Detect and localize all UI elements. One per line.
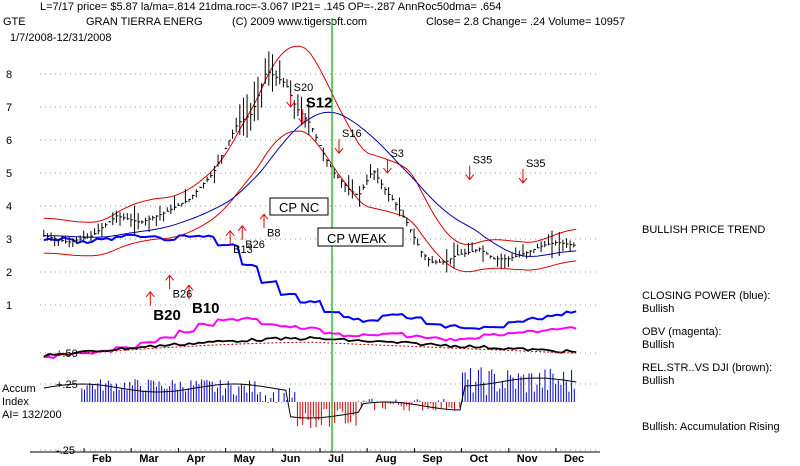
month-label-oct: Oct — [470, 453, 489, 465]
upper-band-line — [43, 45, 577, 245]
signal-label-b13: B13 — [233, 244, 253, 256]
right-panel-6: Bullish — [642, 375, 674, 387]
month-label-aug: Aug — [375, 453, 396, 465]
ticker-label: GTE — [3, 16, 26, 28]
signal-label-s35: S35 — [526, 158, 546, 170]
y-tick-label: 3 — [6, 234, 12, 246]
buy-arrowhead — [225, 229, 235, 237]
indicator-lines — [43, 45, 577, 419]
accum-ma-line — [43, 377, 577, 419]
signal-label-s3: S3 — [390, 148, 403, 160]
lower-band-line — [43, 130, 577, 273]
sell-arrowhead — [298, 118, 308, 125]
sell-arrowhead — [465, 174, 475, 181]
right-panel-0: BULLISH PRICE TREND — [642, 224, 765, 236]
right-panel-4: Bullish — [642, 339, 674, 351]
y-tick-label: 5 — [6, 168, 12, 180]
signal-label-b20: B20 — [153, 307, 181, 324]
month-label-jun: Jun — [281, 453, 301, 465]
right-panel-5: REL.STR..VS DJI (brown): — [642, 362, 772, 374]
cp-nc-annotation: CP NC — [279, 200, 319, 215]
quote-text: Close= 2.8 Change= .24 Volume= 10957 — [426, 16, 625, 28]
y-tick-label: 4 — [6, 201, 12, 213]
sell-arrowhead — [286, 101, 296, 108]
cp-weak-box — [317, 227, 404, 247]
relative-strength-line — [43, 336, 577, 358]
y-tick-label: 6 — [6, 135, 12, 147]
header-line1: L=7/17 price= $5.87 la/ma=.814 21dma.roc… — [40, 1, 501, 13]
signal-label-s35: S35 — [473, 155, 493, 167]
copyright-text: (C) 2009 www.tigersoft.com — [232, 16, 367, 28]
right-panel-3: OBV (magenta): — [642, 326, 721, 338]
company-name: GRAN TIERRA ENERG — [86, 16, 203, 28]
signal-label-s12: S12 — [306, 95, 333, 112]
relative-strength-ma — [43, 341, 577, 357]
price-bars — [43, 51, 576, 273]
closing-power-line — [43, 233, 577, 331]
right-panel-2: Bullish — [642, 303, 674, 315]
month-label-nov: Nov — [517, 453, 539, 465]
sell-arrowhead — [383, 167, 392, 174]
buy-arrowhead — [237, 224, 247, 232]
accum-label-1: Accum — [2, 383, 36, 395]
cp-nc-box — [269, 197, 329, 216]
right-panel-1: CLOSING POWER (blue): — [642, 290, 770, 302]
accum-tick-label: -.25 — [56, 445, 75, 457]
moving-average-line — [43, 111, 577, 257]
buy-arrowhead — [184, 284, 194, 291]
month-label-sep: Sep — [422, 453, 442, 465]
buy-arrowhead — [165, 274, 175, 281]
month-label-mar: Mar — [139, 453, 159, 465]
signal-label-b26: B26 — [173, 288, 193, 300]
sell-arrowhead — [334, 147, 344, 155]
month-label-jul: Jul — [328, 453, 344, 465]
accumulation-histogram — [81, 367, 575, 428]
month-label-feb: Feb — [92, 453, 112, 465]
y-tick-label: 2 — [6, 267, 12, 279]
y-tick-label: 1 — [6, 300, 12, 312]
accum-label-2: Index — [2, 396, 29, 408]
signal-label-s20: S20 — [294, 82, 314, 94]
signal-label-s16: S16 — [342, 128, 362, 140]
right-panel-7: Bullish: Accumulation Rising — [642, 421, 780, 433]
month-label-dec: Dec — [564, 453, 584, 465]
month-label-may: May — [234, 453, 256, 465]
signal-label-b26: B26 — [245, 239, 265, 251]
buy-arrowhead — [145, 290, 155, 298]
sell-arrowhead — [518, 177, 528, 184]
month-axis-labels: Feb Mar Apr May Jun Jul Aug Sep Oct Nov Dec — [83, 448, 584, 465]
signal-label-b8: B8 — [267, 227, 280, 239]
date-range: 1/7/2008-12/31/2008 — [10, 32, 112, 44]
signal-label-b10: B10 — [192, 300, 220, 317]
accum-label-3: AI= 132/200 — [2, 409, 62, 421]
y-tick-label: 7 — [6, 102, 12, 114]
cp-weak-annotation: CP WEAK — [327, 231, 387, 246]
buy-arrowhead — [259, 213, 269, 220]
y-tick-label: 8 — [6, 69, 12, 81]
month-label-apr: Apr — [186, 453, 206, 465]
